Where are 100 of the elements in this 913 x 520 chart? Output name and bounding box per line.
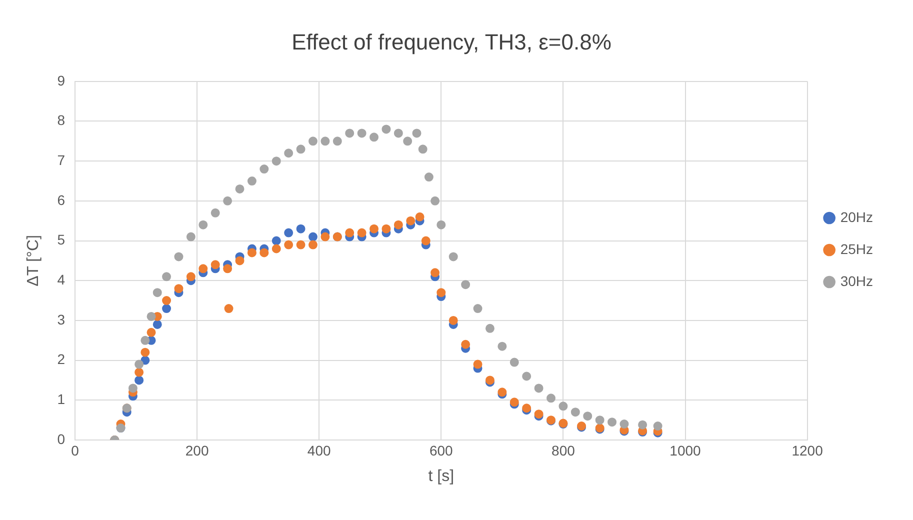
point: [272, 156, 281, 166]
point: [146, 312, 156, 321]
y-tick-label: 7: [57, 152, 66, 168]
point: [210, 208, 220, 218]
point: [186, 272, 196, 282]
point: [357, 228, 366, 238]
point: [406, 216, 416, 226]
point: [534, 384, 544, 393]
legend-label: 25Hz: [840, 240, 874, 257]
y-axis-title: ΔT [°C]: [25, 234, 42, 286]
y-tick-label: 1: [57, 391, 66, 408]
point: [608, 418, 617, 427]
y-tick-label: 0: [57, 430, 66, 447]
point: [152, 288, 162, 298]
x-axis-title: t [s]: [428, 468, 454, 485]
point: [284, 148, 294, 158]
point: [522, 372, 532, 381]
point: [260, 164, 269, 174]
point: [332, 136, 342, 146]
point: [510, 358, 519, 367]
point: [224, 304, 234, 314]
point: [198, 264, 208, 274]
point: [620, 420, 629, 429]
point: [436, 220, 446, 230]
legend-label: 30Hz: [840, 272, 874, 289]
point: [296, 144, 306, 154]
point: [473, 304, 482, 314]
legend-label: 20Hz: [840, 208, 874, 225]
x-tick-label: 1200: [792, 442, 824, 458]
point: [235, 184, 244, 194]
point: [146, 328, 156, 337]
point: [498, 342, 507, 351]
chart-title: Effect of frequency, TH3, ε=0.8%: [292, 29, 612, 54]
point: [595, 416, 604, 425]
point: [430, 268, 440, 278]
point: [436, 288, 446, 298]
point: [284, 240, 294, 250]
point: [382, 224, 391, 234]
point: [485, 324, 494, 333]
point: [320, 136, 330, 146]
y-tick-label: 2: [57, 351, 66, 368]
point: [421, 236, 430, 246]
point: [134, 376, 144, 385]
point: [345, 128, 354, 138]
point: [296, 224, 306, 234]
point: [272, 236, 281, 246]
point: [247, 248, 256, 258]
point: [653, 422, 662, 431]
x-tick-label: 800: [552, 442, 576, 458]
point: [247, 176, 256, 186]
point: [345, 228, 354, 238]
point: [448, 316, 458, 325]
x-tick-label: 200: [185, 442, 209, 458]
point: [403, 136, 412, 146]
point: [370, 224, 379, 234]
point: [412, 128, 422, 138]
point: [357, 128, 366, 138]
point: [223, 264, 232, 274]
point: [140, 348, 150, 357]
point: [174, 252, 184, 262]
point: [415, 212, 424, 222]
point: [583, 412, 592, 421]
y-tick-label: 6: [57, 192, 66, 208]
point: [272, 244, 281, 254]
x-tick-label: 1000: [670, 442, 702, 458]
point: [284, 228, 294, 238]
point: [473, 360, 482, 369]
point: [210, 260, 220, 270]
point: [162, 304, 172, 314]
point: [394, 128, 403, 138]
point: [162, 296, 172, 306]
point: [296, 240, 306, 250]
y-tick-label: 8: [57, 112, 66, 128]
point: [546, 394, 556, 403]
point: [558, 402, 568, 411]
point: [198, 220, 208, 230]
point: [382, 124, 391, 134]
point: [174, 284, 184, 294]
point: [320, 232, 330, 242]
point: [570, 408, 580, 417]
point: [308, 136, 318, 146]
y-tick-label: 5: [57, 232, 66, 248]
y-tick-label: 9: [57, 72, 66, 88]
y-tick-label: 4: [57, 271, 66, 288]
point: [424, 172, 434, 182]
point: [370, 132, 379, 142]
point: [418, 144, 428, 154]
point: [461, 340, 470, 349]
point: [235, 256, 244, 266]
point: [140, 336, 150, 345]
x-tick-label: 600: [429, 442, 454, 458]
point: [394, 220, 403, 230]
point: [223, 196, 232, 206]
point: [152, 320, 162, 329]
point: [308, 232, 318, 242]
y-tick-label: 3: [57, 311, 66, 328]
x-tick-label: 0: [71, 442, 80, 458]
point: [162, 272, 172, 282]
point: [430, 196, 440, 206]
point: [308, 240, 318, 250]
